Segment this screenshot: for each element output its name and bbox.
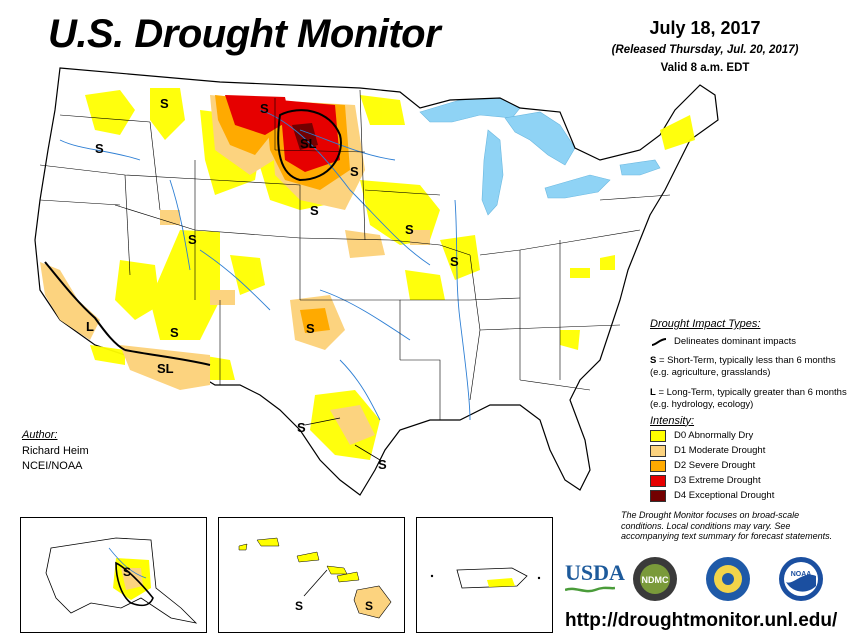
label-leaders <box>304 417 381 461</box>
legend-d1: D1 Moderate Drought <box>650 444 850 457</box>
legend-d2: D2 Severe Drought <box>650 459 850 472</box>
d3-swatch <box>650 474 666 487</box>
ndmc-logo-text: NDMC <box>642 575 669 585</box>
alaska-label-s: S <box>123 565 131 579</box>
puerto-rico-inset <box>416 517 553 633</box>
usda-waves-icon <box>565 586 615 593</box>
map-label-s: S <box>260 101 269 116</box>
usda-logo: USDA <box>565 560 625 585</box>
map-label-s: S <box>310 203 319 218</box>
d4-swatch <box>650 489 666 502</box>
disclaimer-note: The Drought Monitor focuses on broad-sca… <box>621 510 833 542</box>
map-date: July 18, 2017 <box>649 18 761 38</box>
map-label-s: S <box>378 457 387 472</box>
legend-d3: D3 Extreme Drought <box>650 474 850 487</box>
d4-label: D4 Exceptional Drought <box>674 490 775 501</box>
impact-boundaries <box>44 109 342 366</box>
impact-labels: S S S SL S S S S S S S L SL S S <box>86 96 459 472</box>
noaa-logo: NOAA <box>779 557 823 601</box>
map-label-sl: SL <box>157 361 174 376</box>
drought-monitor-url[interactable]: http://droughtmonitor.unl.edu/ <box>565 610 838 631</box>
island-dot-icon <box>430 574 434 578</box>
noaa-logo-text: NOAA <box>791 571 812 578</box>
d2-label: D2 Severe Drought <box>674 460 756 471</box>
d1-swatch <box>650 444 666 457</box>
delineates-label: Delineates dominant impacts <box>674 336 796 347</box>
d3-label: D3 Extreme Drought <box>674 475 761 486</box>
map-label-s: S <box>170 325 179 340</box>
commerce-seal-icon <box>706 557 750 601</box>
map-label-s: S <box>160 96 169 111</box>
short-term-key: S <box>650 355 657 366</box>
delineates-row: Delineates dominant impacts <box>650 336 850 347</box>
ndmc-logo: NDMC <box>633 557 677 601</box>
hawaii-label-s: S <box>295 599 303 613</box>
release-date: (Released Thursday, Jul. 20, 2017) <box>611 44 799 56</box>
map-label-l: L <box>86 319 94 334</box>
legend-d0: D0 Abnormally Dry <box>650 429 850 442</box>
state-borders <box>39 89 671 420</box>
map-label-sl: SL <box>300 136 317 151</box>
puerto-rico-map <box>430 567 541 589</box>
map-label-s: S <box>350 164 359 179</box>
d0-swatch <box>650 429 666 442</box>
hawaii-label-s-big-island: S <box>365 599 373 613</box>
great-lakes <box>419 97 661 216</box>
author-name: Richard Heim <box>22 445 89 457</box>
map-title: U.S. Drought Monitor <box>48 12 441 56</box>
hawaii-inset: S S <box>218 517 405 633</box>
d0-label: D0 Abnormally Dry <box>674 430 754 441</box>
map-label-s: S <box>450 254 459 269</box>
map-label-s: S <box>297 420 306 435</box>
long-term-key: L <box>650 386 656 398</box>
author-heading: Author: <box>22 429 58 441</box>
legend: Drought Impact Types: Delineates dominan… <box>650 318 850 502</box>
d1-label: D1 Moderate Drought <box>674 445 766 456</box>
valid-time: Valid 8 a.m. EDT <box>660 62 750 74</box>
long-term-def: L = Long-Term, typically greater than 6 … <box>650 387 850 411</box>
short-term-def: S = Short-Term, typically less than 6 mo… <box>650 355 850 379</box>
boundary-line-icon <box>651 337 667 346</box>
legend-d4: D4 Exceptional Drought <box>650 489 850 502</box>
author-org: NCEI/NOAA <box>22 460 83 472</box>
drought-areas <box>40 88 695 460</box>
alaska-inset: S <box>20 517 207 633</box>
alaska-map: S <box>45 537 198 624</box>
long-term-text: = Long-Term, typically greater than 6 mo… <box>650 386 847 410</box>
hawaii-map: S S <box>238 537 392 619</box>
short-term-text: = Short-Term, typically less than 6 mont… <box>650 355 836 378</box>
impact-types-heading: Drought Impact Types: <box>650 318 761 330</box>
map-label-s: S <box>306 321 315 336</box>
map-label-s: S <box>405 222 414 237</box>
intensity-heading: Intensity: <box>650 414 695 427</box>
d2-swatch <box>650 459 666 472</box>
map-label-s: S <box>188 232 197 247</box>
island-dot-icon <box>537 576 541 580</box>
map-label-s: S <box>95 141 104 156</box>
rivers <box>59 109 471 421</box>
